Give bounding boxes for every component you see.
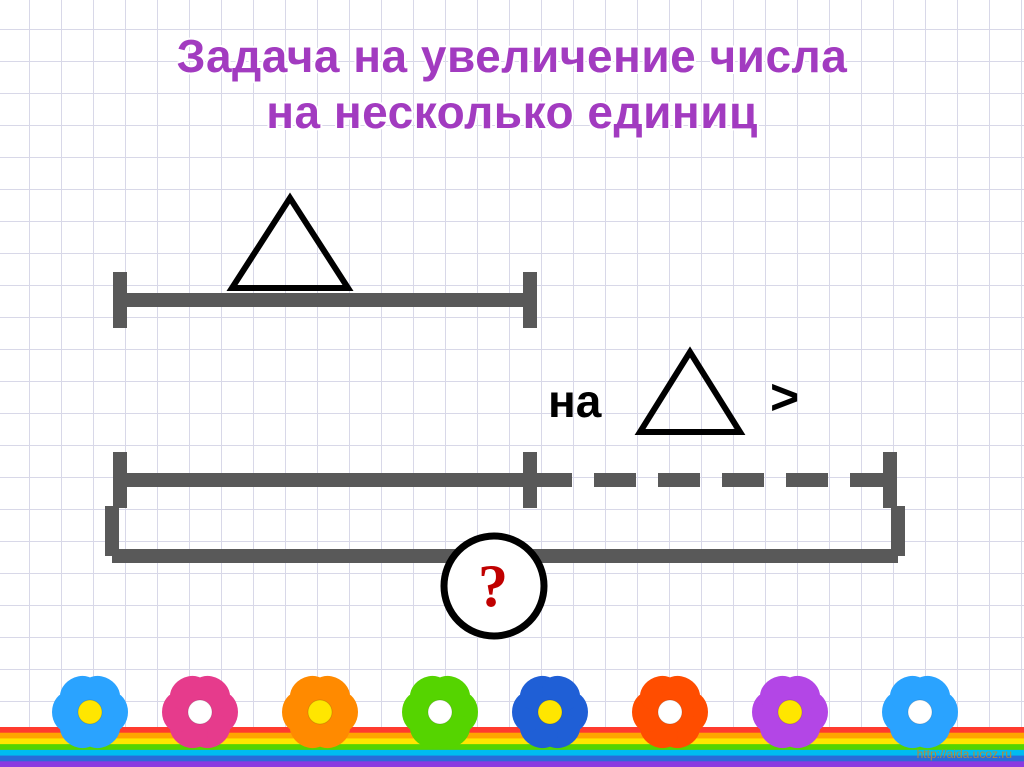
label-na: на [548,374,601,428]
greater-than-icon: > [770,368,799,426]
footer-decoration [0,657,1024,767]
diagram [0,0,1024,767]
question-mark: ? [478,552,508,621]
credit-link: http://aida.ucoz.ru [917,747,1012,761]
